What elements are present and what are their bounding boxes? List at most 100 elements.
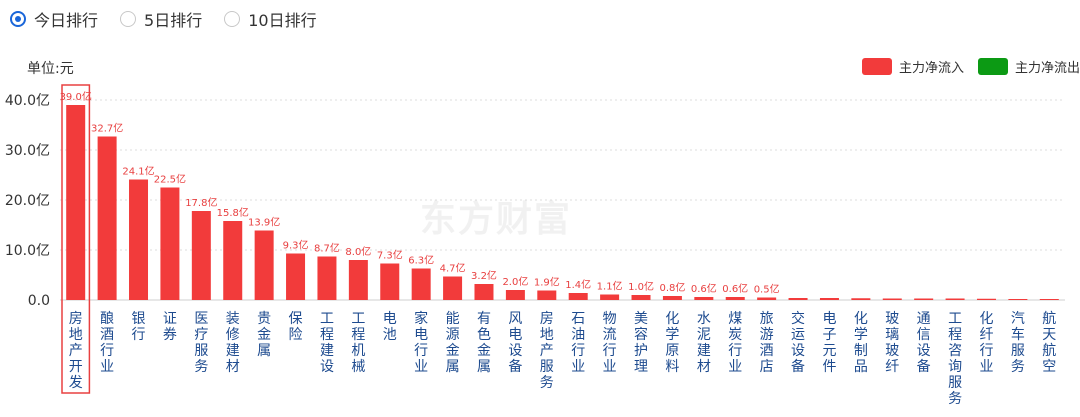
x-tick-char: 属 (477, 359, 491, 375)
x-tick-char: 色 (477, 326, 491, 343)
data-label: 22.5亿 (154, 173, 186, 186)
bar (191, 211, 211, 300)
data-label: 2.0亿 (502, 275, 528, 288)
x-tick-char: 化 (854, 311, 868, 327)
x-tick-char: 化 (665, 311, 679, 327)
x-tick-char: 业 (979, 359, 993, 375)
radio-label: 今日排行 (34, 11, 99, 30)
x-tick-char: 理 (634, 359, 648, 375)
legend-item-outflow[interactable]: 主力净流出 (977, 57, 1080, 76)
x-tick-char: 金 (477, 343, 491, 359)
bar (945, 298, 965, 300)
x-tick-char: 流 (603, 327, 617, 343)
x-tick-char: 件 (822, 359, 836, 375)
radio-circle-icon (10, 11, 26, 27)
data-label: 24.1亿 (122, 165, 154, 178)
x-tick-label: 工程建设 (320, 311, 334, 375)
radio-10day-ranking[interactable]: 10日排行 (224, 7, 317, 31)
x-tick-label: 银行 (132, 311, 146, 343)
x-tick-char: 房 (540, 311, 554, 327)
unit-label: 单位:元 (27, 61, 74, 77)
watermark-logo: 东方财富 (420, 190, 572, 242)
x-tick-char: 料 (665, 359, 679, 375)
bar (1008, 299, 1028, 300)
x-tick-char: 元 (822, 343, 836, 359)
x-tick-char: 装 (226, 311, 240, 327)
x-tick-char: 汽 (1011, 311, 1025, 327)
bar (317, 256, 337, 300)
x-tick-label: 化纤行业 (979, 311, 993, 375)
bar (223, 221, 243, 300)
x-tick-char: 电 (822, 311, 836, 327)
x-tick-char: 询 (948, 359, 962, 375)
bar (129, 179, 149, 300)
bar (914, 298, 934, 300)
x-tick-char: 池 (383, 327, 397, 343)
bar (725, 297, 745, 300)
x-tick-char: 修 (226, 327, 240, 343)
x-tick-char: 原 (665, 343, 679, 359)
x-tick-char: 材 (697, 359, 711, 375)
bar (66, 105, 86, 300)
x-tick-char: 设 (320, 359, 334, 375)
x-tick-char: 护 (634, 343, 648, 359)
x-tick-char: 泥 (697, 327, 711, 343)
x-tick-char: 备 (791, 358, 805, 375)
x-tick-char: 开 (69, 359, 83, 375)
x-tick-char: 证 (163, 311, 177, 327)
data-label: 0.6亿 (691, 282, 717, 295)
x-tick-char: 业 (603, 359, 617, 375)
bar (286, 253, 306, 300)
highlight-box (61, 84, 91, 394)
x-tick-label: 工程咨询服务 (948, 311, 962, 407)
x-tick-char: 油 (571, 327, 585, 343)
x-tick-char: 运 (791, 327, 805, 343)
x-tick-char: 务 (540, 375, 554, 391)
x-tick-char: 设 (917, 343, 931, 359)
x-tick-char: 学 (854, 327, 868, 343)
x-tick-char: 游 (760, 327, 774, 343)
x-tick-char: 备 (508, 358, 522, 375)
x-tick-char: 纤 (885, 359, 899, 375)
data-label: 1.0亿 (628, 280, 654, 293)
radio-5day-ranking[interactable]: 5日排行 (120, 7, 202, 31)
x-tick-char: 咨 (948, 343, 962, 359)
x-tick-char: 业 (100, 359, 114, 375)
bar (97, 136, 117, 300)
x-tick-label: 通信设备 (917, 311, 931, 375)
x-tick-char: 设 (508, 343, 522, 359)
x-tick-char: 能 (446, 311, 460, 327)
bar (254, 230, 274, 300)
data-label: 13.9亿 (248, 216, 280, 229)
radio-circle-icon (224, 11, 241, 27)
bar (757, 297, 777, 300)
y-tick-label: 20.0亿 (5, 193, 50, 209)
x-tick-char: 程 (320, 327, 334, 343)
x-tick-label: 电子元件 (822, 311, 836, 375)
legend-item-inflow[interactable]: 主力净流入 (861, 57, 964, 76)
x-tick-char: 房 (69, 311, 83, 327)
x-tick-char: 医 (194, 311, 208, 327)
x-tick-char: 产 (540, 343, 554, 359)
x-tick-char: 车 (1011, 326, 1025, 343)
x-tick-char: 航 (1042, 343, 1056, 359)
x-tick-char: 地 (69, 327, 83, 343)
x-tick-char: 服 (540, 359, 554, 375)
x-tick-char: 服 (948, 375, 962, 391)
x-tick-char: 有 (477, 311, 491, 327)
x-tick-char: 业 (728, 359, 742, 375)
data-label: 9.3亿 (283, 239, 309, 252)
x-tick-char: 工 (351, 311, 365, 327)
radio-today-ranking[interactable]: 今日排行 (10, 7, 98, 31)
x-tick-char: 煤 (728, 311, 742, 327)
legend-swatch-inflow (861, 58, 892, 75)
x-tick-char: 酒 (760, 343, 774, 359)
x-tick-char: 化 (979, 311, 993, 327)
x-tick-char: 水 (697, 311, 711, 327)
x-tick-label: 电池 (383, 311, 397, 343)
x-tick-char: 子 (822, 327, 836, 343)
y-tick-label: 0.0 (28, 293, 50, 309)
data-label: 0.5亿 (754, 283, 780, 296)
bar (1039, 299, 1059, 300)
data-label: 0.8亿 (659, 281, 685, 294)
